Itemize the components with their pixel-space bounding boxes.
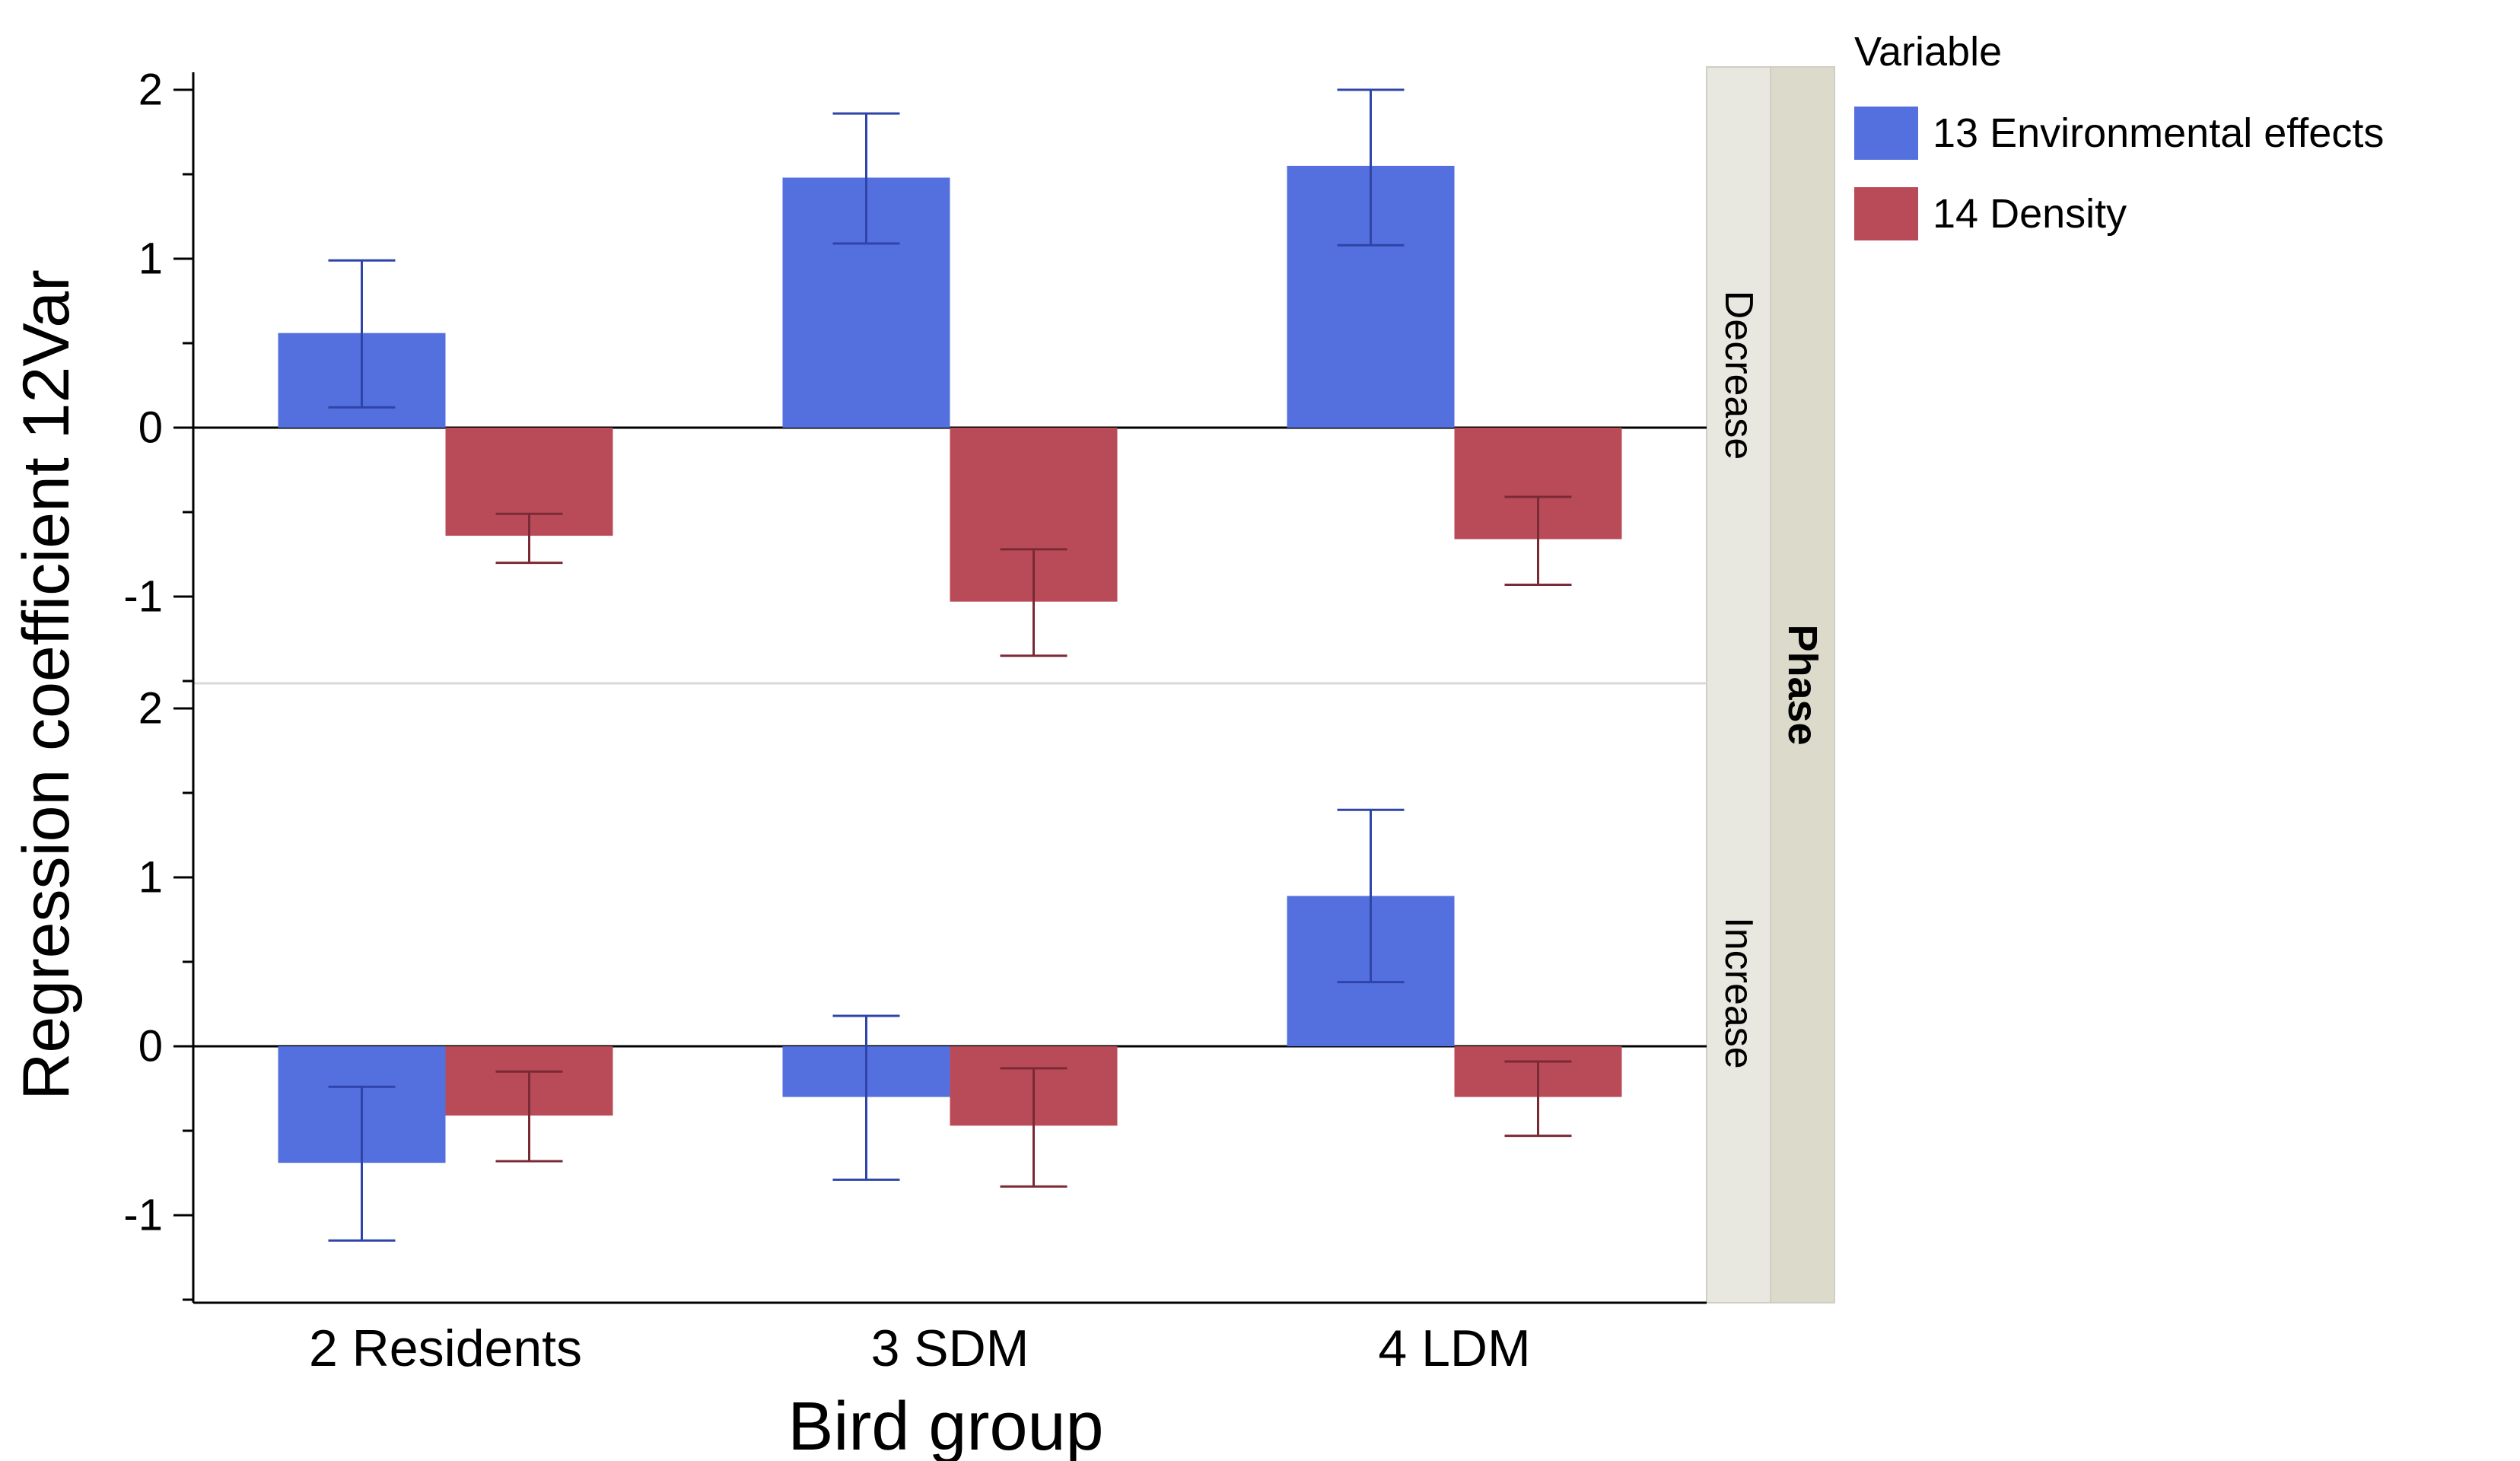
strip-title-bg: [1770, 66, 1835, 1303]
x-tick-label: 2 Residents: [309, 1319, 582, 1377]
legend-swatch-environmental: [1854, 107, 1918, 160]
x-tick-label: 3 SDM: [871, 1319, 1029, 1377]
facet-title: Phase: [1780, 624, 1825, 745]
legend-title: Variable: [1854, 29, 2002, 75]
strip-panel-bg: [1706, 66, 1771, 1303]
y-axis-title: Regression coefficient 12Var: [10, 269, 83, 1100]
y-tick-label: 1: [138, 234, 163, 284]
strip-label-increase: Increase: [1717, 917, 1761, 1068]
y-tick-label: 2: [138, 684, 163, 734]
strip-label-decrease: Decrease: [1717, 291, 1761, 460]
axes: 2 1 0 -1 2 1 0 -1 2 Residents 3 SDM 4 LDM: [123, 65, 1707, 1377]
y-tick-label: 1: [138, 853, 163, 902]
y-tick-label: 2: [138, 65, 163, 115]
legend-swatch-density: [1854, 187, 1918, 240]
x-tick-label: 4 LDM: [1378, 1319, 1530, 1377]
plot-panels: [193, 88, 1707, 1242]
legend-label: 13 Environmental effects: [1933, 110, 2384, 156]
facet-strip: Phase Decrease Increase: [1706, 66, 1835, 1303]
y-tick-label: -1: [123, 1191, 163, 1240]
y-tick-label: 0: [138, 1022, 163, 1071]
x-axis-title: Bird group: [788, 1389, 1103, 1461]
legend-label: 14 Density: [1933, 191, 2127, 237]
y-tick-label: 0: [138, 403, 163, 453]
legend: Variable 13 Environmental effects 14 Dens…: [1854, 29, 2384, 240]
y-tick-label: -1: [123, 572, 163, 622]
